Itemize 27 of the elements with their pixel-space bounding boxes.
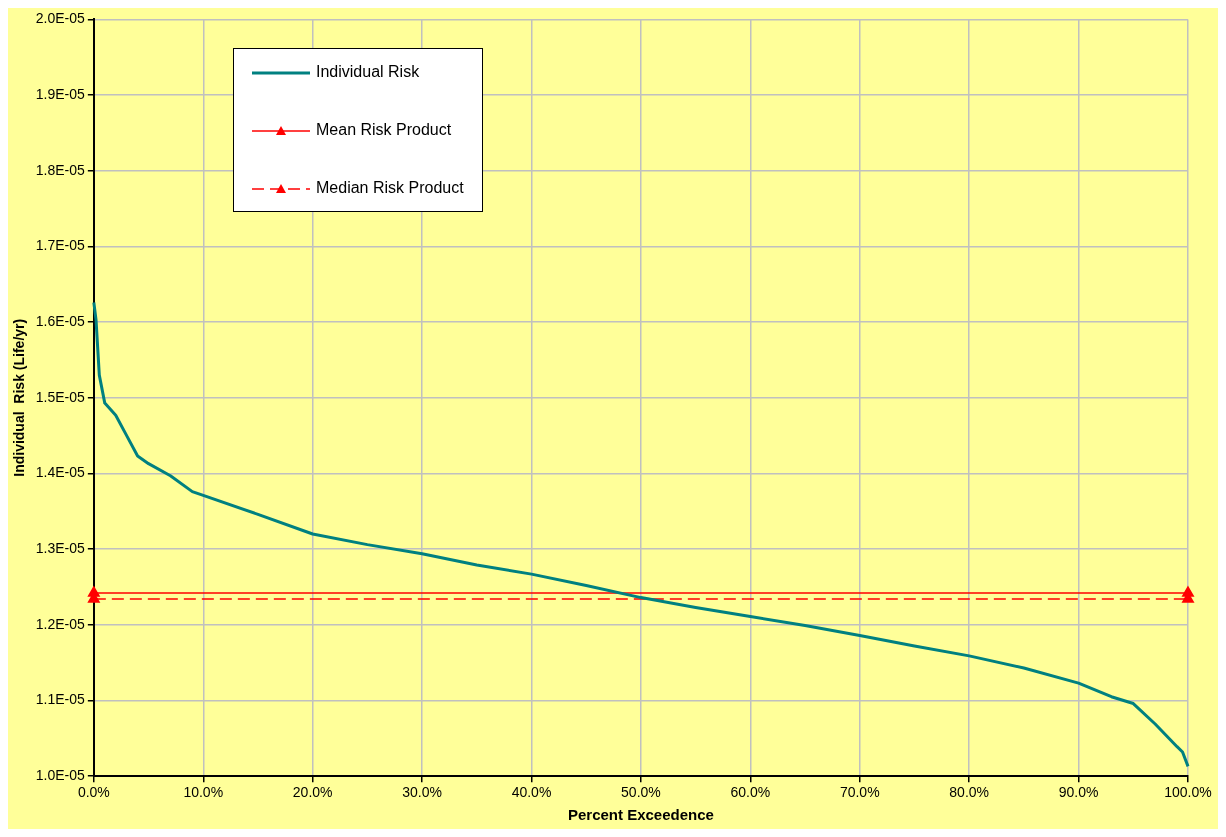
x-tick-label: 10.0% <box>183 784 224 801</box>
x-tick-label: 40.0% <box>511 784 552 801</box>
y-tick-label: 1.0E-05 <box>35 767 86 784</box>
y-tick-label: 1.8E-05 <box>35 161 86 178</box>
x-tick-label: 20.0% <box>292 784 333 801</box>
x-tick-label: 90.0% <box>1058 784 1099 801</box>
x-tick-label: 80.0% <box>949 784 990 801</box>
x-tick-label: 0.0% <box>77 784 110 801</box>
legend-label: Median Risk Product <box>316 179 464 196</box>
x-tick-label: 50.0% <box>621 784 661 801</box>
y-tick-label: 1.2E-05 <box>35 615 86 632</box>
legend-label: Mean Risk Product <box>316 121 452 138</box>
y-tick-label: 1.9E-05 <box>35 85 86 102</box>
y-tick-label: 1.1E-05 <box>35 691 86 708</box>
x-tick-label: 70.0% <box>839 784 880 801</box>
y-tick-label: 1.4E-05 <box>35 464 86 481</box>
y-tick-label: 1.7E-05 <box>35 237 86 254</box>
y-axis-title: Individual Risk (Life/yr) <box>11 318 28 477</box>
x-tick-label: 30.0% <box>402 784 442 801</box>
y-tick-label: 1.6E-05 <box>35 312 86 329</box>
y-tick-label: 1.3E-05 <box>35 540 86 557</box>
x-tick-label: 100.0% <box>1164 784 1212 801</box>
y-tick-label: 2.0E-05 <box>35 10 86 27</box>
y-tick-label: 1.5E-05 <box>35 388 86 405</box>
x-tick-label: 60.0% <box>730 784 771 801</box>
x-axis-title: Percent Exceedence <box>567 806 714 824</box>
legend-label: Individual Risk <box>316 63 420 80</box>
